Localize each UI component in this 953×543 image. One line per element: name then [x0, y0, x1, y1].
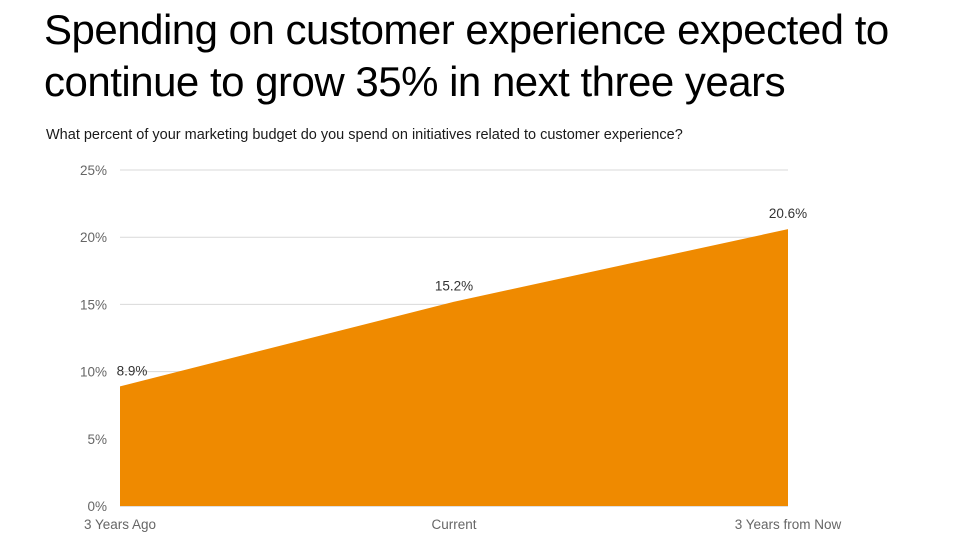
x-tick-label: 3 Years from Now — [735, 517, 842, 532]
data-label: 15.2% — [435, 279, 473, 294]
data-labels: 8.9% 15.2% 20.6% — [117, 206, 808, 378]
area-layer — [120, 229, 788, 507]
data-label: 20.6% — [769, 206, 807, 221]
y-axis: 0% 5% 10% 15% 20% 25% — [80, 163, 107, 514]
x-tick-label: Current — [431, 517, 476, 532]
y-tick-label: 20% — [80, 230, 107, 245]
y-tick-label: 0% — [87, 499, 107, 514]
y-tick-label: 10% — [80, 365, 107, 380]
y-tick-label: 25% — [80, 163, 107, 178]
x-axis: 3 Years Ago Current 3 Years from Now — [84, 517, 842, 532]
x-tick-label: 3 Years Ago — [84, 517, 156, 532]
y-tick-label: 5% — [87, 432, 107, 447]
y-tick-label: 15% — [80, 297, 107, 312]
area-series — [120, 229, 788, 507]
chart-subtitle: What percent of your marketing budget do… — [46, 127, 683, 143]
chart-title: Spending on customer experience expected… — [44, 6, 889, 105]
data-label: 8.9% — [117, 363, 148, 378]
